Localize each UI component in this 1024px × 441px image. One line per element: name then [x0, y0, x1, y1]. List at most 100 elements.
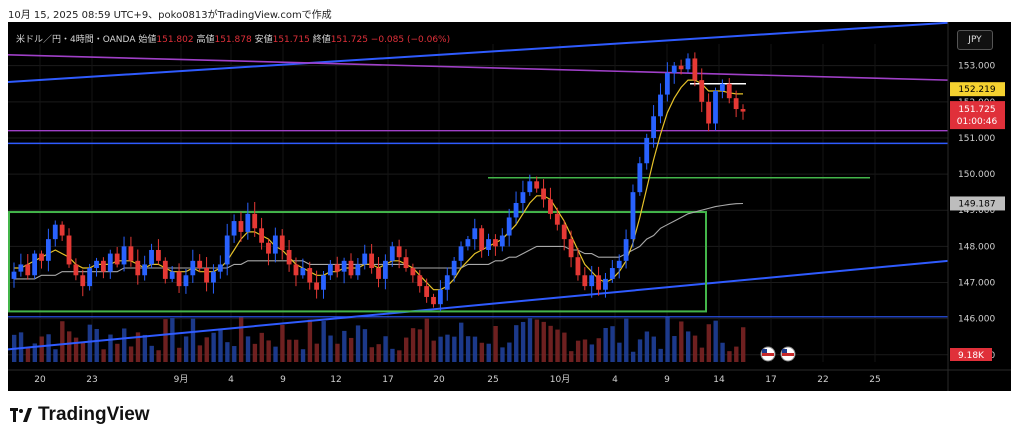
time-tick-label: 23 — [86, 375, 97, 385]
ma-short-price-tag-bg — [950, 82, 1005, 97]
volume-bar — [575, 340, 581, 362]
flag-canton — [762, 349, 767, 353]
volume-bar — [80, 342, 86, 362]
candle-body — [162, 260, 168, 279]
candle-body — [327, 264, 333, 276]
candle — [80, 269, 86, 297]
candle-body — [437, 289, 443, 305]
volume-bar — [101, 349, 106, 362]
volume-bar — [135, 332, 141, 362]
currency-button[interactable]: JPY — [957, 30, 993, 50]
candle-body — [32, 253, 38, 276]
volume-bar — [328, 335, 333, 362]
time-tick-label: 25 — [869, 375, 880, 385]
candle-body — [554, 213, 560, 225]
candle-body — [334, 264, 340, 272]
volume-bar — [541, 321, 546, 362]
candle — [513, 191, 519, 224]
tradingview-brand[interactable]: TradingView — [10, 404, 150, 426]
volume-bar — [149, 345, 154, 362]
volume-bar — [520, 321, 526, 362]
candle — [231, 214, 237, 243]
candle — [678, 59, 684, 75]
candle-body — [719, 83, 725, 91]
time-tick-label: 4 — [228, 375, 234, 385]
candle — [293, 257, 299, 287]
candle-body — [382, 260, 388, 279]
legend-close: 151.725 — [330, 35, 368, 45]
volume-bar — [699, 347, 705, 362]
time-tick-label: 20 — [34, 375, 46, 385]
candle-body — [520, 192, 526, 203]
price-chart[interactable]: 153.000152.000151.000150.000149.000148.0… — [8, 22, 1011, 391]
candle — [259, 217, 264, 250]
candle — [87, 263, 93, 291]
candle-body — [73, 264, 79, 276]
candle — [527, 174, 533, 196]
candle-body — [692, 58, 698, 81]
time-tick-label: 10月 — [550, 374, 570, 385]
candle — [224, 223, 230, 276]
candle-body — [18, 264, 24, 272]
volume-bar — [67, 331, 72, 362]
volume-bar — [404, 337, 409, 362]
candle-body — [671, 65, 677, 73]
candle — [300, 258, 306, 279]
volume-bar — [39, 336, 44, 362]
candle-body — [568, 239, 574, 258]
volume-bar — [569, 351, 574, 362]
candle — [410, 263, 416, 283]
candle — [713, 87, 718, 131]
volume-bar — [424, 318, 430, 362]
candle-body — [259, 228, 264, 243]
candle-body — [527, 181, 533, 193]
candle-body — [128, 246, 134, 261]
candle-body — [713, 90, 718, 124]
candle — [135, 249, 141, 285]
candle-body — [609, 268, 615, 279]
candle — [286, 240, 292, 272]
candle-body — [231, 221, 237, 236]
candle — [403, 249, 409, 272]
volume-bar — [679, 321, 684, 362]
candle-body — [59, 224, 65, 236]
candle — [609, 260, 615, 283]
candle — [472, 218, 478, 250]
candle — [142, 255, 148, 281]
legend-close-label: 終値 — [312, 35, 331, 45]
candle-body — [534, 181, 540, 189]
price-tick-label: 146.000 — [958, 315, 995, 325]
volume-bar — [582, 339, 588, 362]
volume-bar — [177, 347, 182, 362]
time-tick-label: 17 — [382, 375, 393, 385]
candle — [479, 225, 485, 258]
candle — [18, 253, 24, 277]
volume-bar — [527, 318, 533, 362]
candle — [506, 208, 512, 247]
volume-bar — [46, 334, 51, 362]
volume-bar — [672, 336, 677, 362]
candle — [369, 244, 375, 274]
volume-bar — [445, 334, 450, 362]
candle-body — [658, 94, 663, 117]
candle — [314, 270, 320, 299]
volume-bar — [500, 347, 505, 362]
legend-high-label: 高値 — [196, 35, 215, 45]
candle — [252, 202, 258, 237]
flag-canton — [782, 349, 787, 353]
volume-bar — [397, 350, 402, 362]
volume-bar — [507, 342, 512, 362]
candle-body — [135, 260, 141, 276]
candle — [493, 234, 498, 256]
candle-body — [307, 268, 313, 283]
candle-body — [541, 188, 546, 200]
chart-area[interactable]: 153.000152.000151.000150.000149.000148.0… — [8, 22, 1011, 391]
candle — [52, 220, 58, 247]
candle-body — [424, 286, 430, 297]
volume-bar — [94, 328, 99, 362]
candle — [107, 249, 113, 279]
candle-body — [80, 275, 86, 287]
volume-bar — [170, 318, 175, 362]
candle-body — [451, 260, 457, 276]
volume-bar — [335, 343, 340, 362]
